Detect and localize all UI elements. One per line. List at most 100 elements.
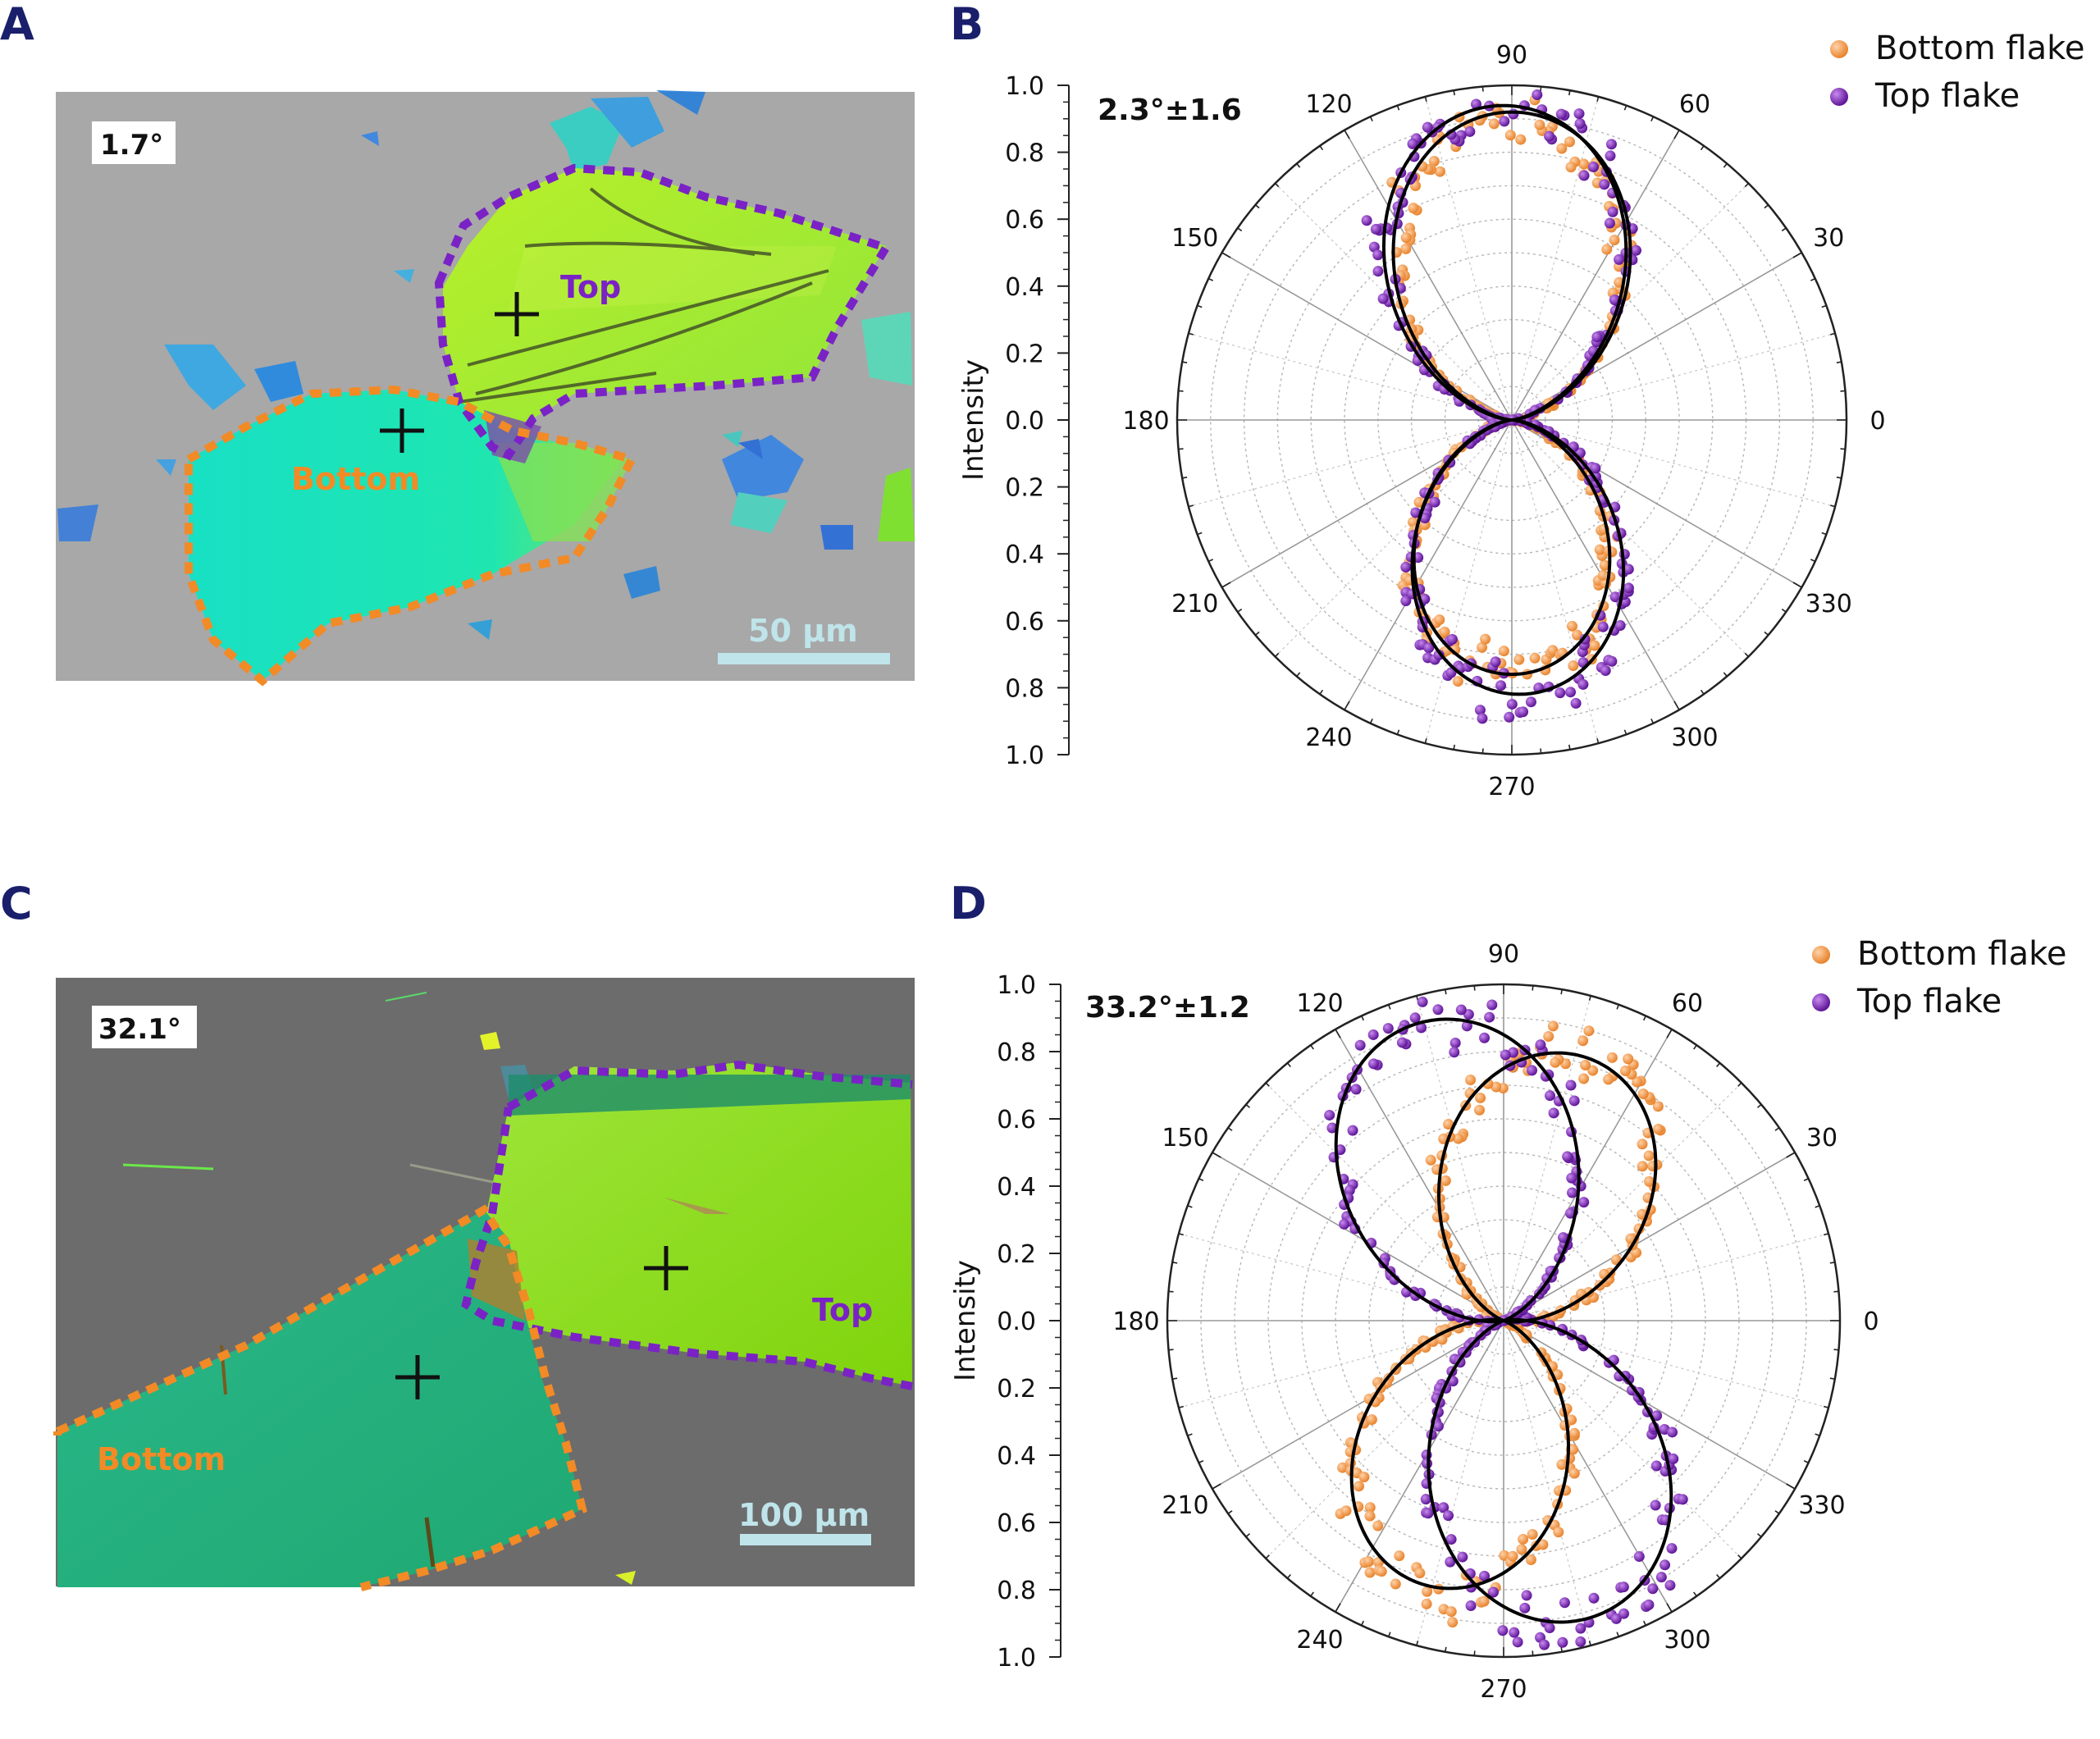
data-point-bottom (1543, 1030, 1554, 1042)
grid-spoke-minor (1275, 419, 1513, 657)
data-point-top (1604, 217, 1615, 229)
angle-tick-mark (1274, 652, 1280, 658)
data-point-bottom (1465, 1075, 1477, 1086)
angle-tick-mark (1188, 332, 1194, 335)
data-point-top (1557, 1636, 1568, 1648)
data-point-top (1361, 215, 1372, 226)
data-point-bottom (1525, 1554, 1536, 1566)
angle-tick-mark (1473, 985, 1476, 991)
data-point-bottom (1513, 654, 1525, 665)
angle-tick-label: 210 (1171, 590, 1218, 618)
wrinkles-a (459, 187, 829, 404)
data-point-top (1432, 1421, 1444, 1432)
grid-spoke (1335, 1029, 1504, 1321)
data-point-top (1438, 1502, 1449, 1513)
data-point-bottom (1619, 1066, 1631, 1077)
angle-tick-mark (1737, 1554, 1742, 1559)
data-point-top (1506, 698, 1518, 710)
data-point-top (1368, 241, 1380, 253)
radial-tick-label: 0.6 (1005, 206, 1044, 235)
data-point-bottom (1354, 1481, 1365, 1492)
data-point-top (1607, 206, 1618, 217)
grid-spoke (1511, 252, 1802, 421)
grid-spoke-minor (1416, 995, 1504, 1321)
data-point-bottom (1491, 1081, 1502, 1093)
data-point-bottom (1609, 235, 1620, 246)
data-point-top (1409, 1012, 1421, 1024)
data-point-top (1465, 1600, 1477, 1611)
angle-tick-label: 0 (1863, 1308, 1879, 1336)
angle-tick-mark (1824, 1405, 1829, 1408)
angle-tick-mark (1650, 718, 1655, 724)
angle-tick-mark (1588, 1641, 1591, 1646)
top-outline-a (434, 163, 892, 461)
angle-tick-mark (1445, 989, 1447, 995)
angle-tick-mark (1623, 105, 1628, 111)
bottom-flake-c (57, 1210, 582, 1587)
data-point-top (1461, 1020, 1472, 1032)
data-point-top (1548, 1107, 1559, 1119)
grid-spoke-minor (1416, 1320, 1504, 1646)
angle-tick-mark (1829, 1262, 1835, 1264)
angle-tick-mark (1198, 1178, 1204, 1181)
angle-tick-mark (1833, 1349, 1839, 1351)
data-point-top (1539, 1639, 1550, 1650)
data-point-bottom (1553, 1527, 1564, 1538)
data-point-top (1590, 463, 1601, 474)
angle-tick-mark (1227, 1510, 1233, 1514)
data-point-top (1464, 126, 1476, 137)
data-point-top (1400, 596, 1412, 607)
data-point-top (1650, 1460, 1662, 1472)
angle-tick-mark (1643, 1620, 1646, 1626)
data-point-top (1597, 621, 1609, 632)
grid-spoke-minor (1424, 96, 1513, 421)
data-point-top (1668, 1453, 1679, 1464)
data-point-bottom (1623, 1053, 1634, 1065)
radial-tick-label: 0.2 (997, 1240, 1036, 1269)
data-point-bottom (1421, 1598, 1432, 1609)
micrograph-a: Top Bottom 1.7° 50 μm (56, 90, 915, 687)
data-point-top (1618, 1582, 1629, 1593)
data-point-bottom (1652, 1101, 1664, 1112)
angle-tick-mark (1568, 90, 1571, 96)
data-point-bottom (1644, 1175, 1655, 1187)
angle-tick-mark (1803, 1460, 1809, 1463)
data-point-top (1559, 1597, 1570, 1609)
angle-tick-mark (1623, 729, 1628, 735)
angle-tick-mark (1369, 718, 1373, 724)
data-point-top (1377, 293, 1389, 304)
data-point-top (1396, 1037, 1408, 1048)
data-point-bottom (1337, 1462, 1349, 1473)
grid-spoke-minor (1265, 1082, 1504, 1321)
data-point-top (1370, 223, 1381, 235)
data-point-bottom (1568, 660, 1579, 672)
data-point-bottom (1474, 1104, 1486, 1116)
data-point-bottom (1480, 633, 1491, 645)
data-point-bottom (1488, 118, 1500, 130)
radial-tick-label: 0.4 (1005, 541, 1044, 569)
angle-tick-mark (1786, 1483, 1796, 1490)
data-point-bottom (1580, 1060, 1591, 1071)
data-point-bottom (1439, 626, 1450, 637)
data-point-bottom (1364, 1567, 1376, 1578)
data-point-top (1614, 253, 1625, 265)
data-point-top (1407, 138, 1418, 149)
grid-spoke (1503, 1320, 1796, 1490)
data-point-top (1400, 561, 1412, 573)
data-point-bottom (1400, 232, 1412, 244)
grid-spoke-minor (1511, 96, 1600, 421)
data-point-top (1417, 996, 1428, 1007)
grid-spoke (1511, 419, 1680, 710)
scale-bar-c (740, 1534, 871, 1545)
data-point-bottom (1364, 1502, 1376, 1513)
data-point-top (1339, 1218, 1350, 1230)
data-point-top (1372, 249, 1384, 261)
angle-tick-mark (1833, 1290, 1839, 1293)
grid-spoke (1221, 252, 1513, 421)
angle-tick-mark (1700, 145, 1705, 151)
radial-tick-label: 0.8 (1005, 674, 1044, 703)
data-point-top (1600, 665, 1611, 677)
data-point-top (1633, 1550, 1645, 1562)
data-point-top (1326, 1122, 1338, 1134)
angle-tick-mark (1473, 1650, 1476, 1656)
